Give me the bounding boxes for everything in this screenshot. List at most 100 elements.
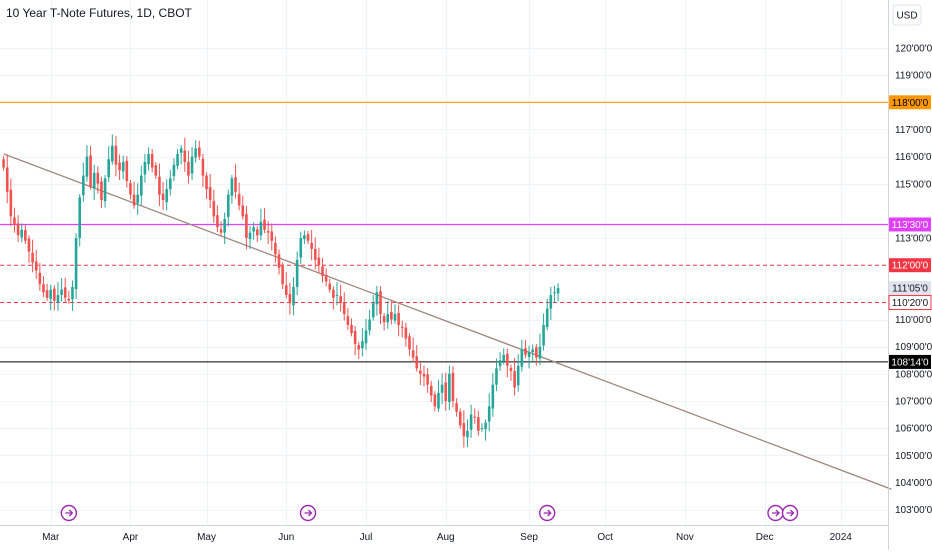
candle-body bbox=[361, 341, 364, 349]
y-tick-label: 113'00'0 bbox=[895, 234, 932, 245]
candle-body bbox=[390, 311, 393, 320]
y-tick-label: 105'00'0 bbox=[895, 451, 932, 462]
price-label-red-outline: 110'20'0 bbox=[888, 295, 932, 311]
candle bbox=[132, 181, 136, 209]
candle-body bbox=[132, 194, 136, 206]
trendline bbox=[3, 153, 892, 490]
candle bbox=[71, 280, 74, 311]
candle-body bbox=[498, 360, 502, 367]
event-marker-arrow bbox=[65, 509, 74, 517]
x-tick-label: May bbox=[197, 532, 216, 543]
candle-body bbox=[440, 384, 444, 393]
candle-body bbox=[455, 403, 458, 412]
candle bbox=[16, 215, 20, 242]
candle bbox=[165, 179, 168, 211]
candle bbox=[107, 146, 110, 183]
y-tick-label: 120'00'0 bbox=[895, 44, 932, 55]
candle-body bbox=[140, 175, 143, 196]
x-tick-label: Jun bbox=[278, 532, 294, 543]
candle-body bbox=[386, 314, 390, 323]
candle bbox=[303, 230, 306, 245]
candle-body bbox=[263, 219, 266, 230]
candle bbox=[67, 290, 71, 304]
candle-body bbox=[433, 394, 437, 407]
candle bbox=[281, 262, 284, 290]
candle bbox=[266, 221, 270, 245]
candle-body bbox=[545, 308, 549, 328]
candle bbox=[332, 286, 335, 310]
currency-button[interactable]: USD bbox=[892, 4, 922, 26]
event-marker-icon bbox=[60, 504, 78, 522]
candle-body bbox=[516, 365, 520, 386]
candle bbox=[212, 189, 216, 223]
trendline-layer bbox=[3, 153, 892, 490]
candle-body bbox=[63, 287, 67, 298]
candle-body bbox=[20, 229, 24, 238]
y-tick-label: 104'00'0 bbox=[895, 478, 932, 489]
candle bbox=[371, 295, 375, 321]
event-marker-icon bbox=[781, 504, 799, 522]
candle bbox=[125, 156, 129, 188]
candle bbox=[143, 153, 147, 183]
candle-body bbox=[2, 159, 5, 168]
price-label-text: 110'20'0 bbox=[892, 298, 929, 309]
candle-body bbox=[375, 292, 379, 305]
candle-body bbox=[408, 336, 411, 350]
candle bbox=[313, 237, 317, 270]
candle-body bbox=[549, 295, 553, 309]
candle bbox=[553, 285, 556, 303]
candle bbox=[299, 231, 303, 265]
candle bbox=[386, 301, 390, 329]
event-marker-arrow bbox=[786, 509, 795, 517]
candle-body bbox=[82, 175, 85, 196]
candle-body bbox=[495, 368, 498, 385]
candle bbox=[516, 354, 520, 392]
candle-body bbox=[165, 189, 168, 203]
y-axis[interactable]: 103'00'0 104'00'0 105'00'0 106'00'0 107'00'0… bbox=[895, 44, 932, 517]
candle-body bbox=[274, 242, 277, 255]
candle-body bbox=[466, 430, 469, 438]
price-label-last: 111'05'0 bbox=[889, 281, 931, 296]
candle-body bbox=[78, 197, 82, 239]
candle bbox=[42, 276, 45, 298]
candle-body bbox=[462, 423, 466, 437]
candle-body bbox=[150, 153, 154, 168]
candle bbox=[382, 312, 386, 331]
candle-body bbox=[270, 231, 274, 241]
candle bbox=[208, 173, 212, 209]
candle-body bbox=[42, 284, 45, 293]
candle bbox=[393, 304, 397, 324]
candle-body bbox=[27, 238, 31, 252]
candle bbox=[111, 134, 114, 165]
candle-body bbox=[143, 162, 147, 175]
candle-body bbox=[241, 205, 245, 217]
candle bbox=[455, 398, 458, 417]
candle bbox=[31, 239, 34, 273]
candle-body bbox=[252, 227, 255, 232]
x-axis[interactable]: Mar Apr May Jun Jul Aug Sep Oct Nov Dec 2024 bbox=[42, 532, 852, 543]
candle-body bbox=[303, 235, 306, 240]
candle bbox=[433, 391, 437, 412]
candle-body bbox=[190, 156, 194, 174]
candle bbox=[462, 410, 466, 448]
candle-body bbox=[317, 257, 321, 266]
candle bbox=[161, 182, 165, 210]
candle bbox=[230, 175, 234, 204]
candle-body bbox=[397, 312, 400, 325]
candle bbox=[411, 337, 415, 363]
candle bbox=[85, 145, 89, 182]
candle-body bbox=[527, 352, 531, 357]
candle bbox=[150, 148, 154, 173]
candle-body bbox=[9, 189, 13, 217]
candle bbox=[324, 268, 328, 287]
candle bbox=[513, 358, 516, 396]
candle-body bbox=[49, 289, 53, 299]
price-label-orange: 118'00'0 bbox=[889, 95, 931, 110]
candle-body bbox=[147, 153, 150, 165]
candle-body bbox=[107, 159, 110, 178]
candle-body bbox=[487, 406, 491, 422]
candle-body bbox=[13, 217, 16, 225]
candle-body bbox=[346, 316, 350, 325]
candle-body bbox=[100, 181, 103, 201]
